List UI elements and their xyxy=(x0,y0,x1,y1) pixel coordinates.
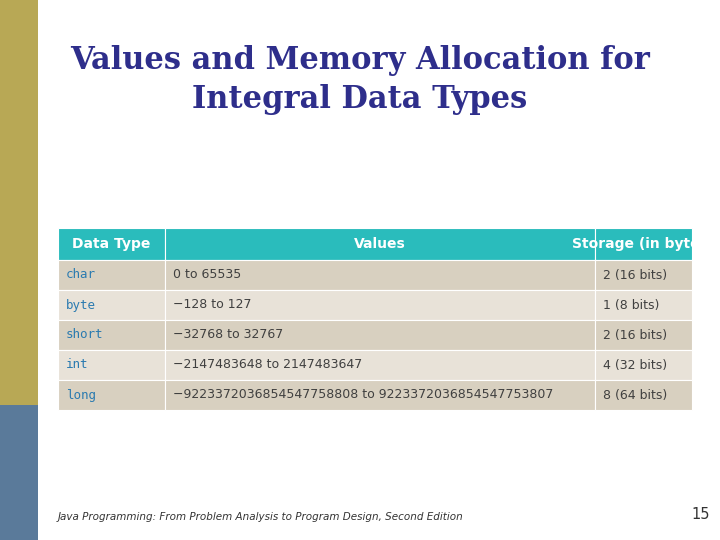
Bar xyxy=(165,290,595,320)
Bar xyxy=(595,320,692,350)
Text: 4 (32 bits): 4 (32 bits) xyxy=(603,359,667,372)
Text: Java Programming: From Problem Analysis to Program Design, Second Edition: Java Programming: From Problem Analysis … xyxy=(58,512,464,522)
Text: 2 (16 bits): 2 (16 bits) xyxy=(603,268,667,281)
Bar xyxy=(58,380,165,410)
Bar xyxy=(58,260,165,290)
Text: −2147483648 to 2147483647: −2147483648 to 2147483647 xyxy=(173,359,362,372)
Text: 2 (16 bits): 2 (16 bits) xyxy=(603,328,667,341)
Bar xyxy=(58,228,165,260)
Bar xyxy=(595,290,692,320)
Text: 1 (8 bits): 1 (8 bits) xyxy=(603,299,660,312)
Text: Storage (in bytes): Storage (in bytes) xyxy=(572,237,715,251)
Bar xyxy=(165,350,595,380)
Bar xyxy=(165,320,595,350)
Text: Values: Values xyxy=(354,237,406,251)
Bar xyxy=(58,350,165,380)
Bar xyxy=(165,260,595,290)
Bar xyxy=(595,380,692,410)
Text: 8 (64 bits): 8 (64 bits) xyxy=(603,388,667,402)
Bar xyxy=(165,380,595,410)
Text: Values and Memory Allocation for
Integral Data Types: Values and Memory Allocation for Integra… xyxy=(70,45,650,115)
Text: short: short xyxy=(66,328,104,341)
Bar xyxy=(595,260,692,290)
Text: 0 to 65535: 0 to 65535 xyxy=(173,268,241,281)
Text: byte: byte xyxy=(66,299,96,312)
Text: 15: 15 xyxy=(691,507,710,522)
Bar xyxy=(58,320,165,350)
Bar xyxy=(0,405,38,540)
Text: char: char xyxy=(66,268,96,281)
Text: −9223372036854547758808 to 9223372036854547753807: −9223372036854547758808 to 9223372036854… xyxy=(173,388,554,402)
Bar xyxy=(0,0,38,405)
Text: long: long xyxy=(66,388,96,402)
Text: −128 to 127: −128 to 127 xyxy=(173,299,251,312)
Text: int: int xyxy=(66,359,89,372)
Text: −32768 to 32767: −32768 to 32767 xyxy=(173,328,283,341)
Bar xyxy=(165,228,595,260)
Bar xyxy=(58,290,165,320)
Text: Data Type: Data Type xyxy=(72,237,150,251)
Bar xyxy=(595,228,692,260)
Bar xyxy=(595,350,692,380)
